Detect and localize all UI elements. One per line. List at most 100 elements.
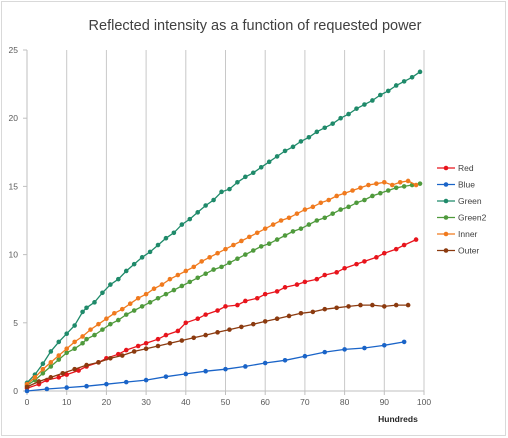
x-tick-label: 60 xyxy=(260,397,270,407)
data-point-blue xyxy=(342,347,347,352)
data-point-green2 xyxy=(330,211,335,216)
data-point-outer xyxy=(72,366,77,372)
data-point-outer xyxy=(36,379,42,384)
chart-title: Reflected intensity as a function of req… xyxy=(89,18,422,34)
legend-item-green: Green xyxy=(437,196,482,206)
x-tick-label: 10 xyxy=(62,397,72,407)
y-tick-label: 20 xyxy=(9,113,19,123)
data-point-green2 xyxy=(219,264,224,270)
data-point-inner xyxy=(278,218,284,223)
legend-label-inner: Inner xyxy=(458,229,478,239)
data-point-blue xyxy=(262,360,268,366)
data-point-outer xyxy=(322,306,328,312)
data-point-inner xyxy=(159,282,165,287)
data-point-green2 xyxy=(354,200,359,206)
data-point-green2 xyxy=(274,237,280,242)
data-point-green2 xyxy=(80,340,85,346)
data-point-green2 xyxy=(40,370,46,376)
data-point-outer xyxy=(60,370,66,376)
data-point-green2 xyxy=(314,218,320,223)
data-point-green xyxy=(116,276,121,282)
legend-marker-inner xyxy=(443,231,449,237)
data-point-inner xyxy=(72,339,77,345)
data-point-red xyxy=(342,265,347,271)
data-point-green2 xyxy=(393,185,399,191)
data-point-green2 xyxy=(322,215,328,221)
data-point-green xyxy=(195,210,201,215)
data-point-outer xyxy=(24,384,30,390)
series-line-green2 xyxy=(26,183,421,387)
data-point-green2 xyxy=(139,304,145,309)
data-point-blue xyxy=(243,364,248,369)
data-point-green xyxy=(266,159,272,165)
data-point-inner xyxy=(223,246,228,252)
data-point-inner xyxy=(302,207,308,212)
data-point-green2 xyxy=(378,190,383,196)
data-point-green xyxy=(84,305,89,311)
data-point-red xyxy=(76,368,81,373)
data-point-green xyxy=(282,148,288,154)
data-point-outer xyxy=(405,302,411,308)
data-point-inner xyxy=(135,295,141,301)
data-point-green xyxy=(290,144,296,150)
legend-marker-green xyxy=(443,198,449,204)
data-point-blue xyxy=(64,385,69,390)
data-point-red xyxy=(215,308,220,313)
y-tick-label: 15 xyxy=(9,181,19,191)
data-point-green xyxy=(362,102,367,107)
data-point-blue xyxy=(401,339,407,345)
data-point-green2 xyxy=(211,267,216,272)
data-point-red xyxy=(274,289,280,294)
data-point-inner xyxy=(143,291,149,297)
data-point-green2 xyxy=(100,327,105,332)
data-point-green xyxy=(401,79,407,84)
data-point-blue xyxy=(362,345,367,351)
data-point-green xyxy=(40,361,46,367)
data-point-outer xyxy=(262,319,268,324)
data-point-inner xyxy=(215,250,220,256)
data-point-green2 xyxy=(108,321,113,327)
data-point-red xyxy=(56,375,62,380)
x-tick-label: 50 xyxy=(221,397,231,407)
data-point-inner xyxy=(40,366,46,372)
series-green xyxy=(24,69,423,386)
legend-label-red: Red xyxy=(458,163,474,173)
data-point-red xyxy=(116,351,121,357)
data-point-green2 xyxy=(290,229,296,234)
data-point-green xyxy=(131,261,137,267)
data-point-blue xyxy=(322,349,328,355)
legend-marker-blue xyxy=(443,182,449,187)
data-point-red xyxy=(393,246,399,252)
data-point-red xyxy=(183,320,189,326)
data-point-outer xyxy=(119,353,125,358)
y-tick-label: 0 xyxy=(13,386,18,396)
data-point-green2 xyxy=(370,193,375,199)
data-point-blue xyxy=(282,358,288,363)
data-point-outer xyxy=(215,330,220,335)
data-point-outer xyxy=(370,302,375,308)
data-point-inner xyxy=(112,310,117,316)
data-point-inner xyxy=(334,193,339,199)
data-point-red xyxy=(64,372,69,377)
axes: 0 5 10 15 20 25 0 10 20 30 40 50 60 70 80 90 100 xyxy=(9,45,432,407)
data-point-inner xyxy=(405,178,411,184)
data-point-green xyxy=(147,249,153,255)
data-point-green2 xyxy=(171,287,177,293)
data-point-blue xyxy=(123,379,129,385)
data-point-inner xyxy=(382,180,387,185)
data-point-green xyxy=(314,129,320,135)
data-point-outer xyxy=(334,305,339,311)
legend-item-blue: Blue xyxy=(437,180,475,190)
series-green2 xyxy=(24,181,423,388)
data-point-red xyxy=(254,295,260,301)
data-point-red xyxy=(135,343,141,349)
data-point-red xyxy=(223,304,228,309)
data-point-outer xyxy=(143,346,149,352)
data-point-green xyxy=(338,115,343,121)
series-line-green xyxy=(26,71,421,384)
data-point-inner xyxy=(374,181,379,186)
data-point-inner xyxy=(167,276,173,282)
data-point-inner xyxy=(358,185,363,191)
data-point-red xyxy=(362,259,367,264)
data-point-outer xyxy=(227,327,232,332)
